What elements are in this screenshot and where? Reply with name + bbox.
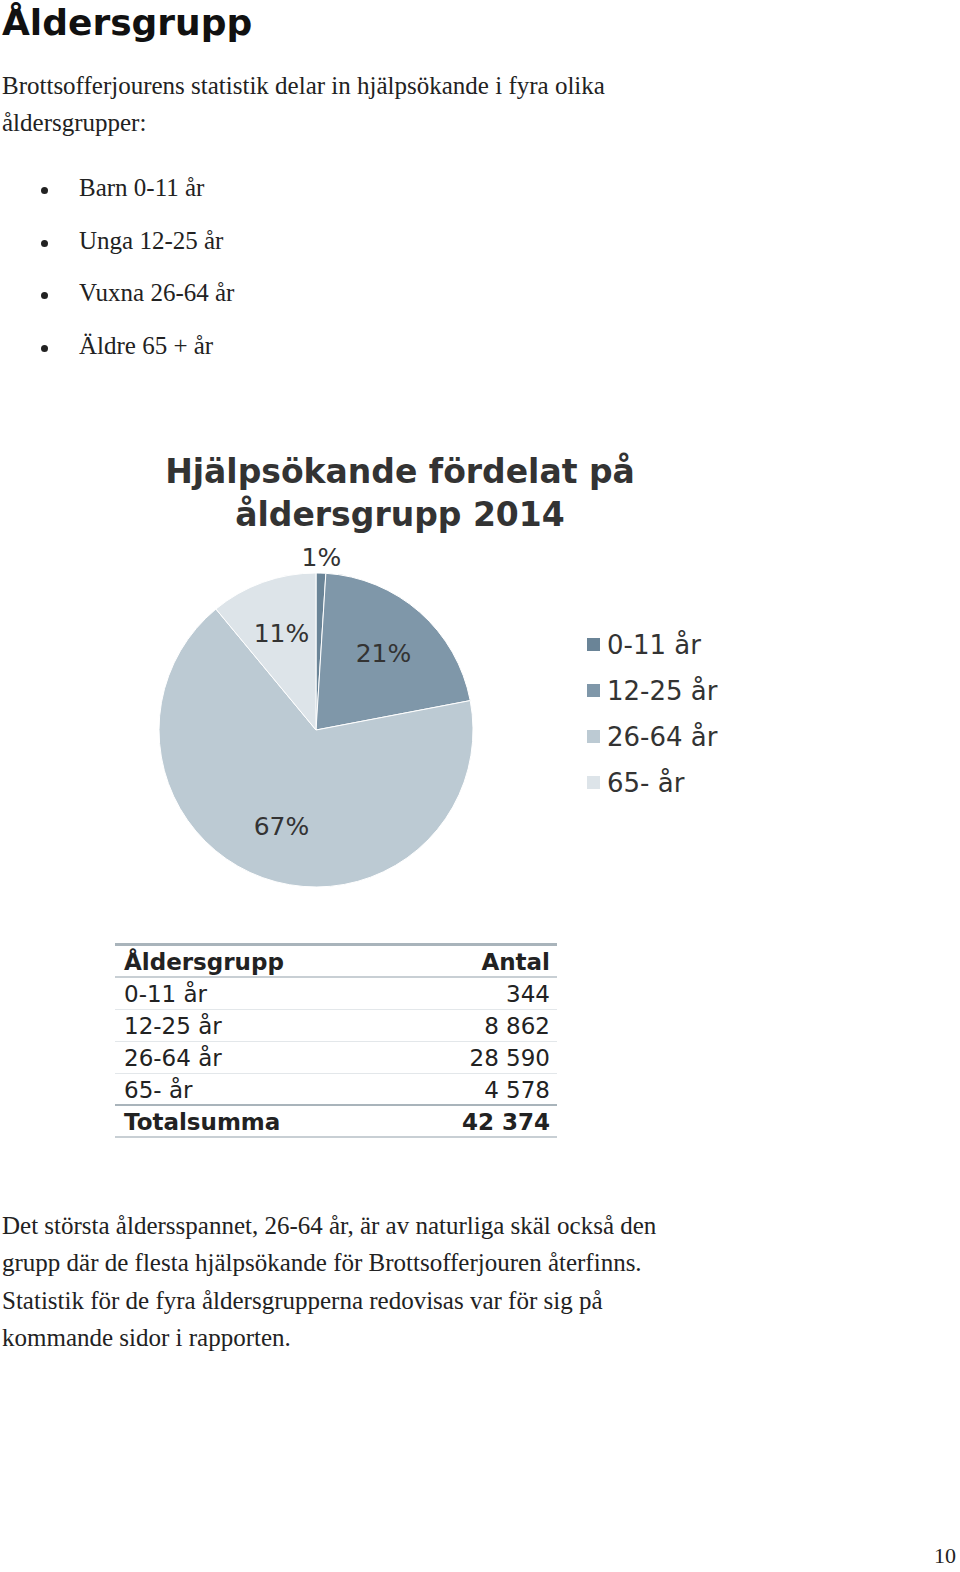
table-row-value: 344 [115,978,550,1010]
bullet-item: Unga 12-25 år [79,227,223,255]
table-total-label: Totalsumma [124,1106,280,1138]
bullet-dot [41,292,48,299]
table-header-label: Åldersgrupp [124,946,284,978]
table-row-label: 65- år [124,1074,192,1106]
table-row-value: 8 862 [115,1010,550,1042]
legend: 0-11 år 12-25 år 26-64 år 65- år [587,630,718,798]
data-label: 67% [254,812,310,841]
heading: Åldersgrupp [2,2,252,43]
table-row-label: 0-11 år [124,978,207,1010]
paragraph-line: Statistik för de fyra åldersgrupperna re… [2,1287,603,1315]
pie-slice [216,573,316,730]
intro-line: Brottsofferjourens statistik delar in hj… [2,72,605,100]
data-label: 1% [302,543,342,572]
bullet-item: Äldre 65 + år [79,332,213,360]
legend-label: 12-25 år [607,676,718,706]
chart-title: Hjälpsökande fördelat på åldersgrupp 201… [120,450,680,536]
legend-swatch [587,730,600,743]
table-rule [115,1009,557,1010]
bullet-item: Barn 0-11 år [79,174,204,202]
bullet-dot [41,345,48,352]
paragraph-line: Det största åldersspannet, 26-64 år, är … [2,1212,656,1240]
table-row-value: 28 590 [115,1042,550,1074]
table-rule [115,1041,557,1042]
pie-chart: 1% 21% 67% 11% 0-11 år 12-25 år 26-64 år 65- år [0,540,960,920]
paragraph-line: kommande sidor i rapporten. [2,1324,291,1352]
legend-swatch [587,684,600,697]
table-rule [115,1073,557,1074]
bullet-item: Vuxna 26-64 år [79,279,234,307]
table-rule [115,1104,557,1106]
bullet-dot [41,240,48,247]
table-rule [115,1136,557,1138]
legend-label: 26-64 år [607,722,718,752]
data-label: 21% [356,639,412,668]
legend-swatch [587,638,600,651]
table-rule [115,976,557,978]
legend-label: 65- år [607,768,685,798]
table-header-value: Antal [115,946,550,978]
bullet-dot [41,187,48,194]
legend-label: 0-11 år [607,630,701,660]
intro-line: åldersgrupper: [2,109,146,137]
table-row-label: 26-64 år [124,1042,222,1074]
table-total-value: 42 374 [115,1106,550,1138]
table-row-value: 4 578 [115,1074,550,1106]
legend-swatch [587,776,600,789]
slices [159,573,473,887]
table-rule [115,943,557,946]
table-row-label: 12-25 år [124,1010,222,1042]
paragraph-line: grupp där de flesta hjälpsökande för Bro… [2,1249,642,1277]
page-number: 10 [860,1543,956,1569]
data-label: 11% [254,619,310,648]
